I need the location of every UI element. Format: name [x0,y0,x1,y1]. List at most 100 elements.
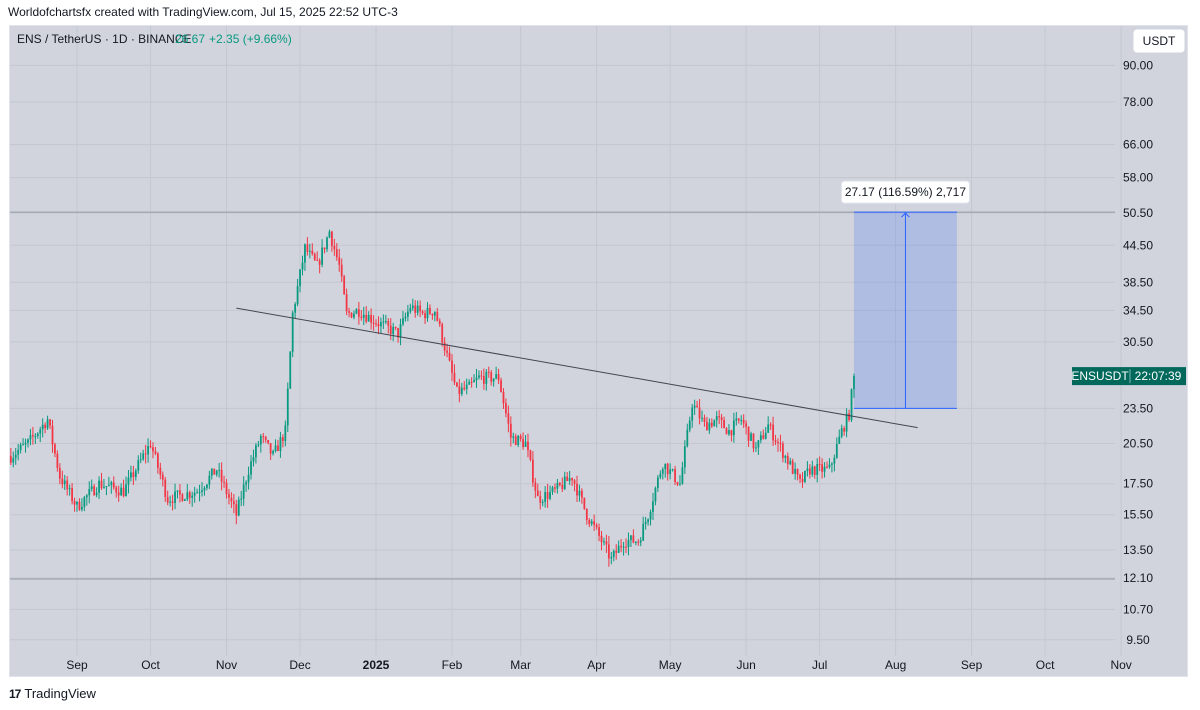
candle-body [527,441,529,451]
candle-body [463,387,466,390]
candle-body [215,470,218,475]
price-tick-label: 44.50 [1123,238,1153,252]
price-tick-label: 15.50 [1123,508,1153,522]
time-tick-label: Aug [885,658,906,672]
measure-label: 27.17 (116.59%) 2,717 [845,185,967,199]
candle-body [517,435,520,445]
candle-body [674,469,676,483]
footer-brand: 17 TradingView [9,686,96,701]
trendline-layer [236,307,918,429]
candle-body [279,437,282,452]
candle-body [274,445,277,452]
candle-body [603,541,605,543]
candle-body [718,416,721,418]
candle-body [137,460,140,471]
candle-body [93,486,96,496]
candle-body [740,419,743,421]
candle-body [134,470,137,477]
candle-body [353,313,355,318]
candle-body [191,495,194,498]
countdown-label: 22:07:39 [1135,369,1182,383]
currency-button-label[interactable]: USDT [1143,34,1176,48]
candle-body [686,429,689,447]
candle-body [791,460,794,474]
candle-body [294,304,297,313]
candle-body [490,372,493,382]
candle-body [125,484,127,497]
candle-body [720,417,723,420]
candle-body [235,504,238,516]
candle-body [291,312,294,352]
candle-body [166,496,169,503]
candle-body [639,540,642,543]
candle-body [107,484,110,487]
candle-body [73,501,76,505]
candle-body [392,326,395,334]
candle-body [132,472,135,477]
candle-body [500,380,502,392]
candle-body [225,482,228,495]
candle-body [509,423,512,438]
candle-body [581,490,583,498]
time-tick-label: Oct [1036,658,1055,672]
currency-button[interactable] [1132,28,1186,54]
candle-body [201,490,203,492]
candle-body [306,244,309,252]
candle-body [671,469,674,471]
candle-body [130,472,132,478]
candle-body [757,440,760,448]
ticker-label: ENSUSDT [1071,369,1129,383]
candle-body [76,501,78,505]
candle-body [240,498,243,500]
candle-body [9,456,12,463]
candle-body [196,492,198,494]
candle-body [735,418,738,421]
symbol-change: +2.35 (+9.66%) [209,32,292,46]
price-tick-label: 12.10 [1123,571,1153,585]
candle-body [742,419,745,424]
candle-body [698,407,701,419]
candle-body [120,487,123,496]
candle-body [387,321,390,326]
price-tick-label: 38.50 [1123,275,1153,289]
candle-body [198,491,201,493]
candle-body [779,443,782,445]
time-tick-label: Apr [587,658,606,672]
candle-body [68,488,71,490]
price-tick-label: 30.50 [1123,335,1153,349]
candle-body [448,352,451,361]
candle-body [41,424,44,430]
time-axis: Sep Oct Nov Dec 2025 Feb Mar Apr May Jun Jul Aug Sep… [66,658,1131,672]
candle-body [634,541,637,543]
candle-body [174,491,176,503]
chart-frame[interactable] [9,25,1188,677]
candle-body [730,430,733,436]
price-tick-label: 50.50 [1123,206,1153,220]
candle-body [318,260,321,265]
candle-body [404,316,407,319]
candle-body [558,482,561,485]
candle-body [549,491,551,499]
candle-body [480,375,483,377]
candle-body [372,322,375,324]
candle-body [598,527,600,536]
candle-body [573,480,576,484]
candle-body [384,321,387,323]
candle-body [818,464,821,466]
candle-body [850,389,853,420]
candle-body [419,305,422,312]
candle-body [186,492,189,500]
measure-arrow-icon [901,212,910,218]
price-tick-label: 58.00 [1123,171,1153,185]
candle-body [725,428,728,435]
candle-body [110,482,113,485]
price-tick-label: 20.50 [1123,436,1153,450]
candle-body [610,556,613,559]
candle-body [286,388,289,426]
candle-body [343,276,346,295]
candle-body [593,521,596,525]
candle-body [473,380,475,383]
candle-body [630,535,632,541]
candle-body [139,459,142,461]
